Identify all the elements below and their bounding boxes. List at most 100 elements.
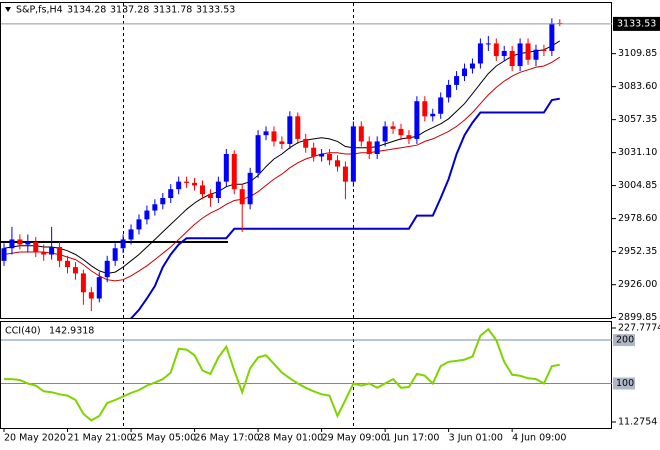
candle-body (271, 131, 277, 142)
candle-body (17, 239, 23, 245)
candle-body (334, 160, 340, 167)
candle-body (25, 241, 31, 245)
candle-body (160, 197, 166, 205)
candle-body (398, 128, 404, 136)
x-tick-label: 4 Jun 09:00 (512, 433, 566, 444)
ohlc-close: 3133.53 (196, 5, 235, 16)
candle-body (128, 229, 134, 240)
candle-body (112, 248, 118, 261)
cci-panel (0, 321, 612, 429)
candle-body (144, 210, 150, 220)
overlay-line (130, 97, 560, 320)
candle-body (469, 63, 475, 69)
candle-body (509, 50, 515, 67)
candle-body (319, 154, 325, 157)
candle-body (493, 43, 499, 56)
candle-body (247, 172, 253, 205)
bid-box (613, 16, 660, 31)
y-tick-label: 2978.60 (618, 213, 657, 224)
candle-body (239, 189, 245, 205)
candle-body (192, 182, 198, 186)
ohlc-low: 3131.78 (153, 5, 192, 16)
overlay-line (3, 40, 561, 274)
cci-line (4, 327, 560, 422)
main-panel (0, 2, 612, 319)
y-tick-label: 3083.60 (618, 81, 657, 92)
candle-body (231, 154, 237, 190)
overlay-line (3, 56, 561, 282)
candle-body (454, 76, 460, 85)
candle-body (72, 267, 78, 274)
candle-body (350, 126, 356, 182)
x-tick-label: 26 May 17:00 (195, 433, 260, 444)
y-tick-label: 3109.85 (618, 48, 657, 59)
candle-body (541, 49, 547, 51)
y-tick-label: 11.2754 (618, 417, 657, 428)
candle-body (303, 138, 309, 148)
candle-body (533, 49, 539, 60)
candle-body (485, 43, 491, 45)
x-tick-label: 3 Jun 01:00 (449, 433, 503, 444)
candle-body (549, 23, 555, 51)
y-tick-label: 3004.85 (618, 180, 657, 191)
x-tick-label: 20 May 2020 (4, 433, 66, 444)
candle-body (422, 101, 428, 117)
candle-body (287, 116, 293, 144)
candle-body (57, 246, 63, 261)
y-tick-label: 2952.35 (618, 246, 657, 257)
x-tick-label: 1 Jun 17:00 (385, 433, 439, 444)
candle-body (207, 194, 213, 198)
candle-body (33, 241, 39, 253)
y-tick-label: 2899.85 (618, 312, 657, 323)
candle-body (184, 181, 190, 183)
candle-body (9, 239, 15, 249)
candle-body (200, 185, 205, 195)
ohlc-high: 3137.28 (110, 5, 149, 16)
candle-body (279, 141, 285, 144)
candle-body (462, 68, 468, 77)
candle-body (311, 147, 317, 157)
y-tick-label: 3057.35 (618, 114, 657, 125)
candle-body (366, 141, 372, 155)
candle-body (327, 154, 333, 161)
candle-body (438, 97, 444, 114)
candle-body (374, 141, 380, 155)
candle-body (342, 166, 348, 182)
candle-body (263, 131, 269, 136)
candle-body (152, 204, 158, 211)
candle-body (65, 260, 71, 268)
candle-body (382, 126, 388, 142)
candle-body (414, 101, 420, 139)
candle-body (430, 113, 436, 117)
candle-body (295, 116, 301, 139)
candle-body (80, 273, 86, 293)
candle-body (41, 252, 47, 255)
candle-body (390, 126, 396, 129)
menu-arrow (5, 7, 11, 12)
candle-body (215, 181, 221, 198)
candle-body (136, 219, 142, 230)
candle-body (1, 248, 7, 261)
candle-body (120, 239, 126, 249)
candle-body (223, 154, 229, 182)
x-tick-label: 29 May 09:00 (322, 433, 387, 444)
cci-value: 142.9318 (49, 326, 94, 337)
candle-body (446, 84, 452, 98)
candle-body (501, 50, 507, 56)
candle-body (168, 189, 174, 198)
level-label: 100 (616, 378, 634, 389)
cci-title: CCI(40) (5, 326, 41, 337)
y-tick-label: 2926.00 (618, 279, 657, 290)
candle-body (255, 135, 261, 173)
candle-body (406, 135, 412, 139)
y-tick-label: 3031.10 (618, 147, 657, 158)
marks: 3109.85 3083.60 3057.35 3031.10 3004.85 2978.… (1, 16, 660, 444)
level-label: 200 (616, 335, 634, 346)
ohlc-open: 3134.28 (67, 5, 106, 16)
level-box (613, 377, 635, 390)
x-tick-label: 21 May 21:00 (68, 433, 133, 444)
level-box (613, 334, 635, 347)
